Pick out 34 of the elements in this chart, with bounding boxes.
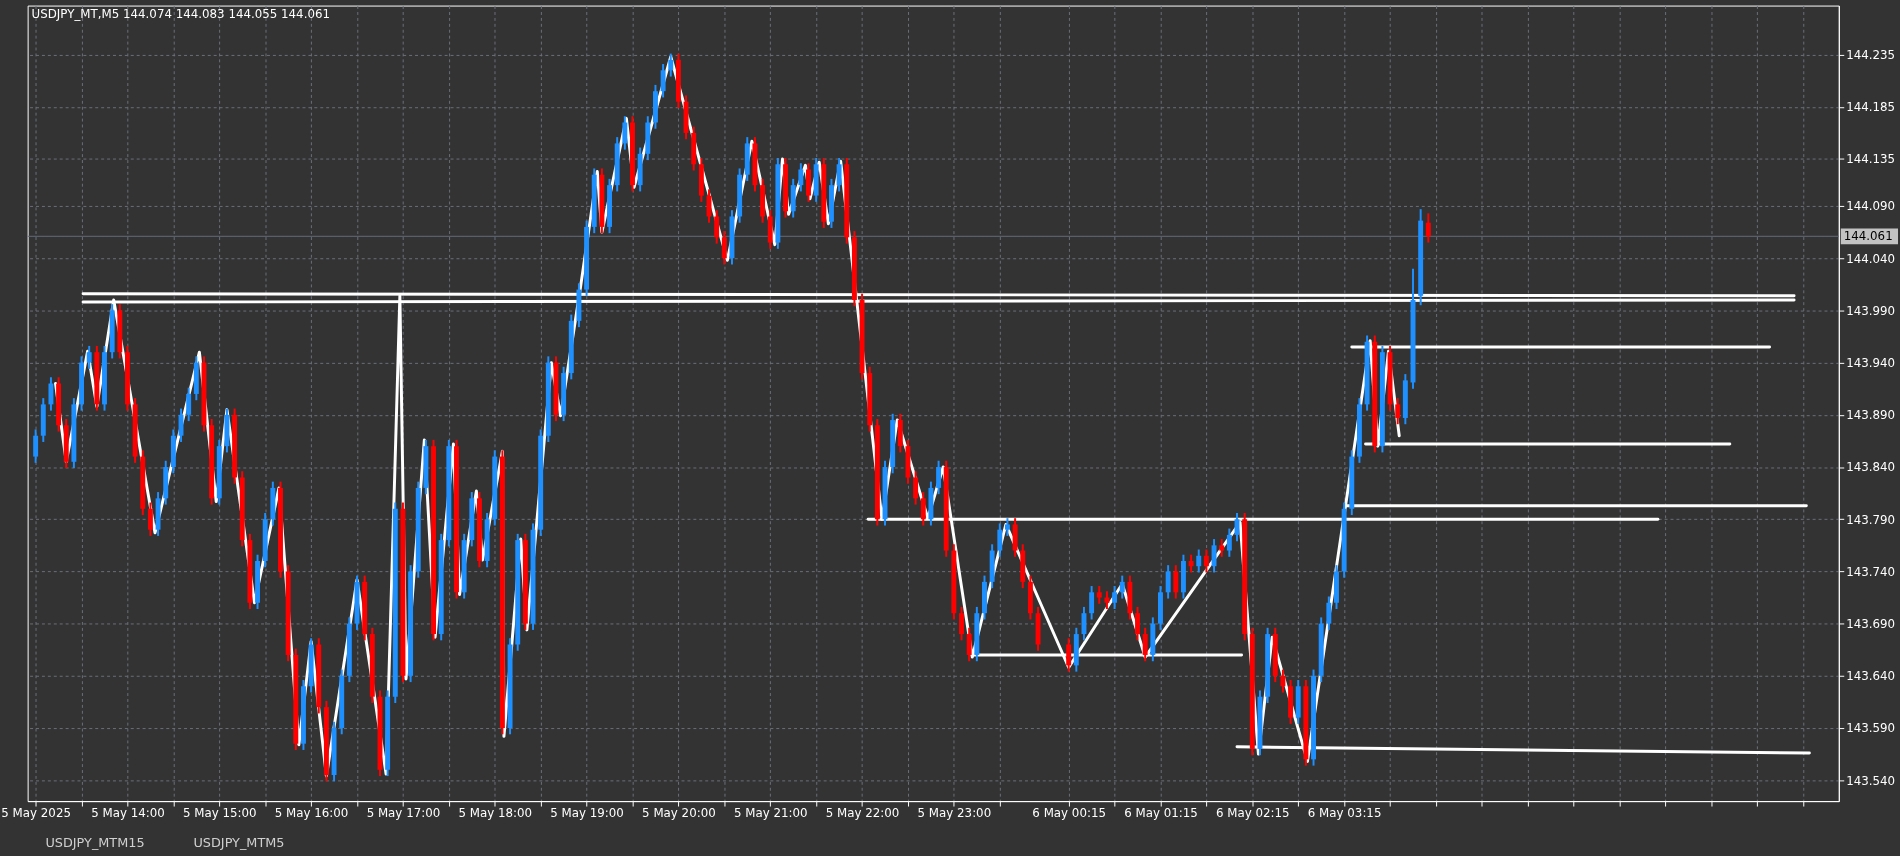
text: USDJPY_MTM5	[193, 834, 285, 850]
y-tick-label: 143.640	[1846, 669, 1896, 684]
chart-title: USDJPY_MT,M5 144.074 144.083 144.055 144.061	[31, 7, 330, 22]
text: USDJPY_MTM15	[45, 834, 145, 850]
y-tick-label: 143.940	[1846, 356, 1896, 371]
x-tick-label: 5 May 17:00	[366, 806, 441, 821]
x-tick-label: 5 May 16:00	[274, 806, 349, 821]
y-tick-label: 144.040	[1846, 251, 1896, 266]
x-tick-label: 5 May 2025	[1, 806, 71, 821]
x-tick-label: 5 May 18:00	[458, 806, 533, 821]
x-tick-label: 5 May 14:00	[91, 806, 165, 821]
x-tick-label: 6 May 03:15	[1307, 806, 1382, 821]
y-tick-label: 143.540	[1846, 773, 1896, 788]
y-tick-label: 143.690	[1846, 617, 1896, 632]
y-tick-label: 143.590	[1846, 721, 1896, 736]
x-tick-label: 5 May 21:00	[733, 806, 808, 821]
x-tick-label: 5 May 22:00	[825, 806, 900, 821]
y-tick-label: 143.840	[1846, 460, 1896, 475]
x-tick-label: 5 May 20:00	[642, 806, 716, 821]
x-tick-label: 6 May 02:15	[1216, 806, 1290, 821]
y-tick-label: 143.990	[1846, 303, 1896, 318]
x-tick-label: 5 May 15:00	[182, 806, 257, 821]
x-tick-label: 6 May 00:15	[1032, 806, 1106, 821]
ref-line-label: 144.061	[1843, 229, 1893, 244]
y-tick-label: 143.740	[1846, 564, 1896, 579]
y-tick-label: 143.790	[1846, 512, 1896, 527]
x-tick-label: 5 May 19:00	[550, 806, 624, 821]
x-tick-label: 6 May 01:15	[1124, 806, 1198, 821]
y-tick-label: 144.090	[1846, 199, 1896, 214]
y-tick-label: 144.185	[1846, 100, 1896, 115]
x-tick-label: 5 May 23:00	[917, 806, 992, 821]
y-tick-label: 144.235	[1846, 48, 1896, 63]
y-tick-label: 144.135	[1846, 152, 1896, 167]
y-tick-label: 143.890	[1846, 408, 1896, 423]
